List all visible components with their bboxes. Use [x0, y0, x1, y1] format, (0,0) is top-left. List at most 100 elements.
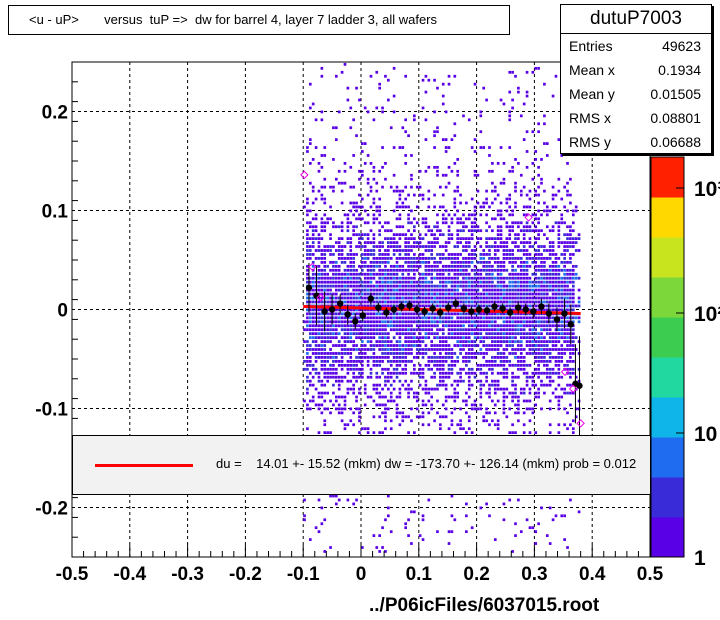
heatmap-cell — [534, 66, 538, 70]
heatmap-cell — [392, 173, 396, 177]
heatmap-cell — [392, 379, 396, 383]
heatmap-cell — [505, 288, 509, 292]
heatmap-cell — [473, 209, 477, 213]
heatmap-cell — [329, 431, 332, 435]
heatmap-cell — [424, 169, 428, 173]
heatmap-cell — [334, 399, 338, 403]
heatmap-cell — [355, 399, 358, 403]
heatmap-cell — [525, 332, 529, 336]
heatmap-cell — [349, 106, 353, 110]
heatmap-cell — [392, 320, 396, 324]
heatmap-cell — [317, 237, 321, 241]
heatmap-cell — [456, 391, 460, 395]
heatmap-cell — [430, 241, 434, 244]
heatmap-cell — [470, 431, 474, 435]
heatmap-cell — [326, 245, 329, 248]
palette-label: 1 — [694, 547, 706, 570]
heatmap-cell — [511, 276, 514, 280]
heatmap-cell — [514, 189, 517, 193]
heatmap-cell — [433, 344, 436, 347]
heatmap-cell — [566, 359, 569, 363]
heatmap-cell — [346, 296, 350, 300]
heatmap-cell — [343, 304, 347, 308]
heatmap-cell — [392, 249, 396, 252]
heatmap-cell — [488, 391, 491, 395]
heatmap-cell — [389, 359, 393, 363]
heatmap-cell — [519, 387, 523, 391]
heatmap-cell — [317, 407, 321, 411]
heatmap-cell — [340, 320, 344, 324]
heatmap-cell — [311, 328, 315, 332]
heatmap-cell — [332, 324, 335, 328]
heatmap-cell — [314, 344, 318, 347]
heatmap-cell — [427, 304, 431, 308]
heatmap-cell — [537, 375, 540, 379]
heatmap-cell — [482, 419, 486, 423]
heatmap-cell — [427, 197, 431, 201]
heatmap-cell — [557, 245, 561, 248]
heatmap-cell — [430, 276, 434, 280]
heatmap-cell — [566, 427, 569, 431]
heatmap-cell — [361, 150, 364, 153]
heatmap-cell — [404, 320, 408, 324]
heatmap-cell — [439, 336, 442, 340]
heatmap-cell — [387, 352, 390, 355]
heatmap-cell — [563, 185, 566, 189]
heatmap-cell — [554, 300, 558, 304]
heatmap-cell — [441, 193, 445, 197]
heatmap-cell — [534, 352, 538, 355]
heatmap-cell — [401, 367, 405, 371]
heatmap-cell — [543, 324, 546, 328]
heatmap-cell — [387, 514, 390, 518]
heatmap-cell — [311, 237, 315, 241]
heatmap-cell — [384, 344, 387, 347]
heatmap-cell — [398, 379, 402, 383]
heatmap-cell — [511, 225, 514, 229]
heatmap-cell — [421, 300, 425, 304]
heatmap-cell — [519, 114, 523, 118]
heatmap-cell — [473, 225, 477, 229]
heatmap-cell — [381, 316, 384, 320]
heatmap-cell — [470, 253, 474, 256]
heatmap-cell — [352, 391, 355, 395]
heatmap-cell — [378, 312, 381, 316]
heatmap-cell — [334, 395, 338, 399]
heatmap-cell — [369, 328, 373, 332]
heatmap-cell — [476, 276, 480, 280]
heatmap-cell — [317, 498, 321, 502]
heatmap-cell — [511, 363, 514, 367]
heatmap-cell — [493, 245, 497, 248]
heatmap-cell — [337, 264, 341, 268]
heatmap-cell — [479, 296, 483, 300]
heatmap-cell — [537, 130, 540, 134]
heatmap-cell — [528, 363, 532, 367]
heatmap-cell — [557, 241, 561, 244]
heatmap-cell — [476, 189, 480, 193]
heatmap-cell — [418, 320, 422, 324]
heatmap-cell — [545, 268, 549, 272]
heatmap-cell — [571, 371, 575, 375]
heatmap-cell — [563, 284, 566, 288]
heatmap-cell — [361, 324, 364, 328]
fit-legend: du = 14.01 +- 15.52 (mkm) dw = -173.70 +… — [72, 435, 650, 495]
heatmap-cell — [363, 344, 367, 347]
heatmap-cell — [378, 197, 381, 201]
heatmap-cell — [329, 348, 332, 351]
heatmap-cell — [543, 300, 546, 304]
heatmap-cell — [551, 225, 555, 229]
heatmap-cell — [311, 288, 315, 292]
heatmap-cell — [378, 363, 381, 367]
heatmap-cell — [320, 324, 324, 328]
heatmap-cell — [410, 237, 413, 241]
heatmap-cell — [519, 280, 523, 284]
heatmap-cell — [375, 332, 379, 336]
heatmap-cell — [491, 181, 494, 185]
heatmap-cell — [387, 229, 390, 233]
heatmap-cell — [569, 201, 572, 205]
heatmap-cell — [439, 292, 442, 296]
heatmap-cell — [407, 431, 410, 435]
heatmap-cell — [424, 260, 428, 264]
heatmap-cell — [430, 280, 434, 284]
heatmap-cell — [574, 316, 578, 320]
heatmap-cell — [384, 253, 387, 256]
